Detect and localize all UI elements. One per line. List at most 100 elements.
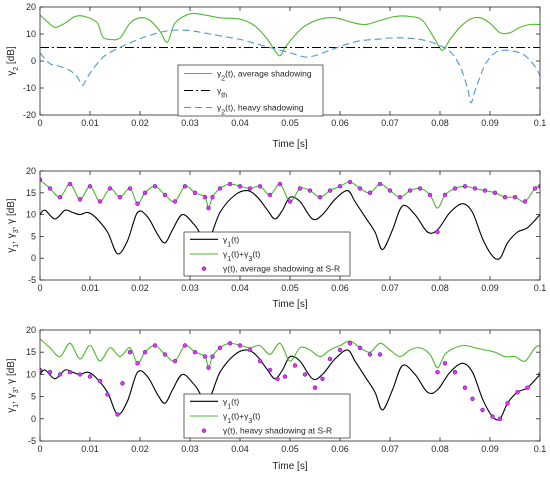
data-point xyxy=(317,195,323,200)
data-point xyxy=(127,350,133,355)
y-axis-label: γ2 [dB] xyxy=(6,46,20,76)
data-point xyxy=(87,184,93,189)
legend-entry-1-part-1: 1 xyxy=(227,241,231,248)
y-tick-label: 10 xyxy=(26,29,36,39)
legend-entry-3-part-1: 2 xyxy=(221,109,225,116)
data-point xyxy=(435,229,440,235)
series-line xyxy=(40,338,540,369)
x-tick-label: 0.06 xyxy=(331,444,349,454)
y-axis-label-part-0: γ xyxy=(6,408,17,413)
chart-panel-3: 0 0.01 0.02 0.03 0.04 0.05 0.06 0.07 0.08 0.09 0.1… xyxy=(6,325,546,472)
data-point xyxy=(502,195,508,200)
legend-entry-1-part-2: (t) xyxy=(231,234,239,244)
data-point xyxy=(227,341,233,346)
data-point xyxy=(206,365,211,370)
data-point xyxy=(135,361,140,366)
legend-entry-3-part-2: (t), heavy shadowing xyxy=(225,103,304,113)
y-tick-label: 5 xyxy=(31,392,36,402)
data-point xyxy=(97,199,103,204)
data-point xyxy=(367,352,373,357)
x-tick-label: 0 xyxy=(37,444,42,454)
data-point xyxy=(287,199,293,204)
data-point xyxy=(307,188,313,193)
y-tick-label: 20 xyxy=(26,166,36,176)
data-point xyxy=(480,407,485,413)
legend-entry-2-part-2: (t)+γ xyxy=(231,411,249,421)
x-tick-label: 0 xyxy=(37,118,42,128)
data-point xyxy=(40,367,43,373)
data-point xyxy=(87,374,93,379)
data-point xyxy=(67,370,73,375)
data-point xyxy=(367,190,373,196)
data-point xyxy=(182,343,188,348)
data-point xyxy=(77,197,83,202)
y-axis-label-part-0: γ xyxy=(6,71,17,76)
data-point xyxy=(172,358,178,364)
data-point xyxy=(347,341,353,346)
y-tick-label: -5 xyxy=(28,275,36,285)
legend-entry-2-part-4: (t) xyxy=(252,411,260,421)
y-tick-label: 0 xyxy=(31,414,36,424)
data-point xyxy=(210,354,215,359)
data-point xyxy=(490,414,495,419)
legend-entry-3: γ(t), average shadowing at S-R xyxy=(223,264,340,274)
y-axis-label-part-1: 1 xyxy=(13,244,20,248)
x-tick-label: 0.03 xyxy=(181,444,199,454)
x-tick-label: 0.01 xyxy=(81,283,99,293)
x-tick-label: 0.05 xyxy=(281,444,299,454)
legend-entry-2-part-1: 1 xyxy=(227,256,231,263)
x-tick-label: 0.08 xyxy=(431,118,449,128)
legend-entry-2-part-1: th xyxy=(221,92,227,99)
data-point xyxy=(302,372,308,377)
data-point xyxy=(47,186,53,191)
legend-entry-1-part-2: (t), average shadowing xyxy=(225,69,312,79)
x-axis-label: Time [s] xyxy=(272,139,307,150)
series-line xyxy=(40,29,540,104)
y-tick-label: -20 xyxy=(23,110,36,120)
data-point xyxy=(470,396,475,401)
data-point xyxy=(522,199,528,204)
x-tick-label: 0.09 xyxy=(481,444,499,454)
data-point xyxy=(107,186,113,191)
x-tick-label: 0.04 xyxy=(231,444,249,454)
y-axis-label: γ1, γ3, γ [dB] xyxy=(6,358,20,413)
data-point xyxy=(192,350,198,355)
x-tick-label: 0.04 xyxy=(231,118,249,128)
y-tick-label: -5 xyxy=(28,436,36,446)
y-axis-label: γ1, γ3, γ [dB] xyxy=(6,198,20,253)
x-tick-label: 0.1 xyxy=(534,283,547,293)
data-point xyxy=(105,392,110,397)
y-axis-label-part-2: [dB] xyxy=(6,46,17,67)
series-line xyxy=(40,349,540,421)
legend-entry-3: γ(t), heavy shadowing at S-R xyxy=(223,426,332,436)
data-point xyxy=(152,184,158,189)
data-point xyxy=(472,186,478,191)
x-tick-label: 0.02 xyxy=(131,444,149,454)
data-point xyxy=(277,181,283,187)
data-point xyxy=(142,190,148,196)
x-tick-label: 0.03 xyxy=(181,283,199,293)
y-tick-label: 0 xyxy=(31,56,36,66)
y-tick-label: -10 xyxy=(23,83,36,93)
data-point xyxy=(162,352,168,357)
series-3 xyxy=(40,29,540,104)
x-tick-label: 0.03 xyxy=(181,118,199,128)
legend-entry-1-part-1: 2 xyxy=(221,75,225,82)
chart-panel-2: 0 0.01 0.02 0.03 0.04 0.05 0.06 0.07 0.08 0.09 0.1… xyxy=(6,166,546,310)
data-point xyxy=(387,188,393,193)
legend: γ1(t)γ1(t)+γ3(t)γ(t), heavy shadowing at… xyxy=(183,393,351,439)
y-axis-label-part-2: , γ xyxy=(6,393,17,404)
legend-entry-3-part-0: γ(t), heavy shadowing at S-R xyxy=(223,426,332,436)
data-point xyxy=(267,192,273,198)
x-tick-label: 0.05 xyxy=(281,118,299,128)
legend-entry-1-part-1: 1 xyxy=(227,403,231,410)
data-point xyxy=(442,361,448,366)
x-tick-label: 0.07 xyxy=(381,118,399,128)
y-axis-label-part-0: γ xyxy=(6,248,17,253)
data-point xyxy=(127,186,133,191)
legend-entry-2-part-2: (t)+γ xyxy=(231,249,249,259)
series-3 xyxy=(40,341,540,421)
data-point xyxy=(452,186,458,191)
legend-entry-1-part-2: (t) xyxy=(231,396,239,406)
